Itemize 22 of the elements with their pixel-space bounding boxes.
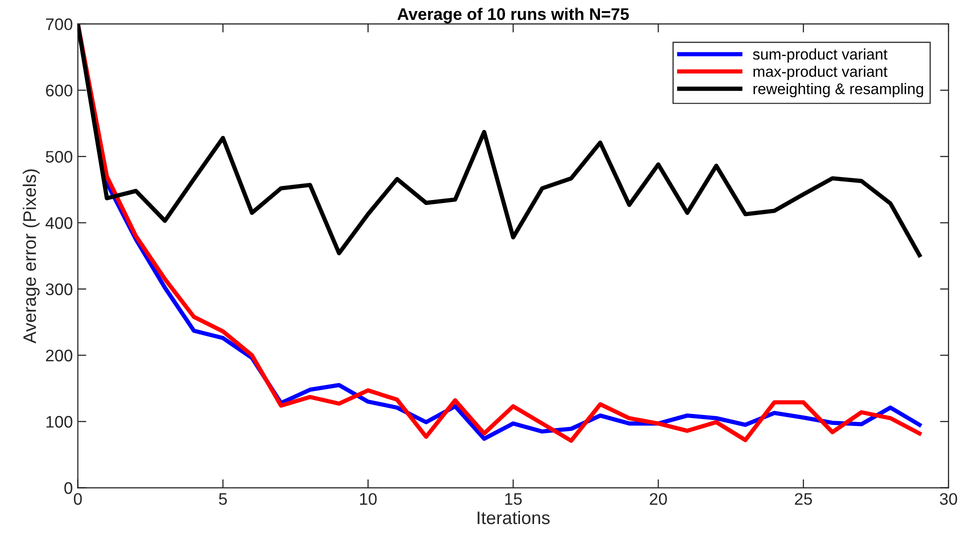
x-tick-label: 20	[650, 493, 667, 505]
y-tick-label: 100	[46, 416, 72, 428]
x-tick-label: 15	[505, 493, 522, 505]
x-tick-label: 25	[794, 493, 812, 505]
x-tick-label: 5	[218, 493, 227, 505]
x-tick-label: 30	[940, 493, 958, 505]
x-tick-label: 0	[74, 493, 82, 505]
y-tick-label: 300	[46, 283, 72, 296]
legend-label: reweighting & resampling	[754, 83, 924, 98]
chart-title: Average of 10 runs with N=75	[397, 8, 629, 24]
y-tick-label: 0	[64, 482, 72, 494]
y-tick-label: 400	[46, 217, 72, 229]
y-tick-label: 600	[46, 84, 72, 96]
legend-label: sum-product variant	[752, 48, 888, 63]
y-tick-label: 500	[46, 150, 72, 163]
y-axis-title: Average error (Pixels)	[22, 169, 40, 344]
x-tick-label: 10	[360, 493, 377, 505]
line-series	[78, 24, 922, 258]
y-tick-label: 700	[46, 18, 72, 30]
x-axis-title: Iterations	[478, 510, 550, 524]
y-tick-label: 200	[46, 350, 72, 362]
legend-label: max-product variant	[754, 66, 888, 80]
